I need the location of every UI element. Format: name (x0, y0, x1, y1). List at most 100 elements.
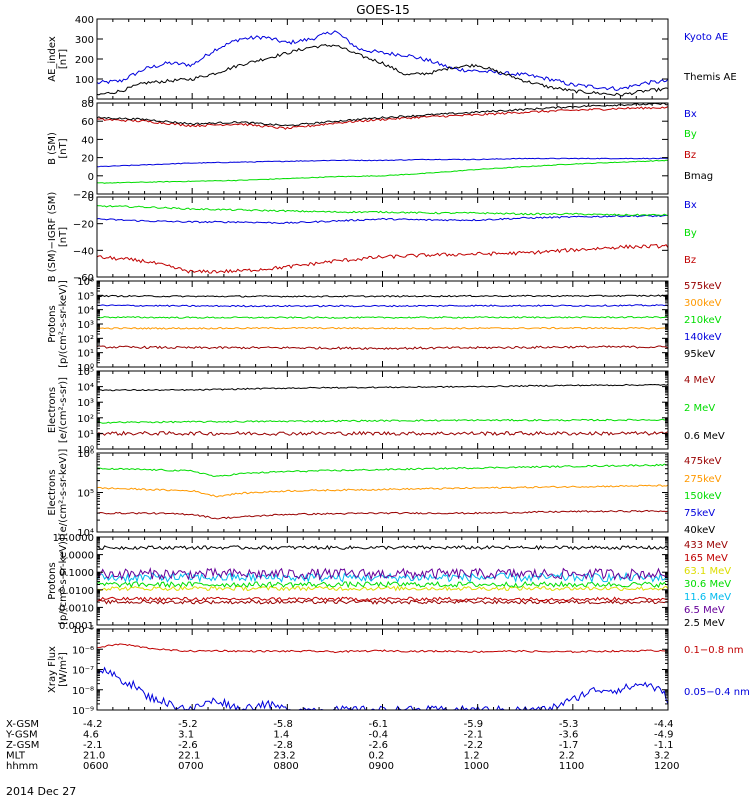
series-line-210kev (97, 315, 668, 319)
y-tick-label: 20 (81, 154, 94, 165)
ephemeris-value: -2.1 (464, 730, 484, 741)
ephemeris-value: -5.2 (178, 719, 198, 730)
series-line-bx (97, 214, 668, 225)
y-tick-label: 10⁶ (77, 277, 94, 288)
legend-entry: Themis AE (683, 72, 737, 83)
y-tick-label: 10⁻⁶ (72, 645, 94, 656)
ephemeris-value: 3.2 (654, 751, 670, 762)
ephemeris-value: -0.4 (369, 730, 389, 741)
series-line-140kev (97, 304, 668, 308)
ephemeris-value: 0.2 (369, 751, 385, 762)
panel-frame (96, 628, 669, 711)
y-axis-label: [nT] (58, 138, 69, 158)
series-line-themis-ae (97, 44, 668, 97)
y-tick-label: 10⁴ (77, 306, 94, 317)
legend-entry: By (684, 129, 697, 140)
legend-entry: 300keV (684, 298, 722, 309)
ephemeris-value: -2.6 (369, 740, 389, 751)
panel-1-series (97, 30, 668, 97)
y-axis-label: Xray Flux (47, 646, 58, 693)
panel-4: 10⁰ 10¹ 10² 10³ 10⁴ 10⁵ 10⁶ Protons [p/(cm²-s-sr… (47, 277, 722, 374)
legend-entry: 475keV (684, 456, 722, 467)
ephemeris-value: 1000 (464, 761, 489, 772)
series-line-by (97, 159, 668, 184)
y-tick-label: 0 (88, 172, 94, 183)
y-tick-label: 10⁴ (77, 383, 94, 394)
ephemeris-value: -6.1 (369, 719, 389, 730)
y-axis-label: B (SM)−IGRF (SM) (47, 192, 58, 283)
ephemeris-value: 1200 (654, 761, 679, 772)
ephemeris-row-label: Z-GSM (6, 740, 39, 751)
ephemeris-value: 0700 (178, 761, 203, 772)
series-line-30-6-mev (97, 580, 668, 589)
legend-entry: 0.1−0.8 nm (684, 645, 743, 656)
series-line-0-1-0-8-nm (97, 643, 668, 654)
legend-entry: 575keV (684, 281, 722, 292)
y-tick-label: −20 (73, 190, 94, 201)
legend-entry: By (684, 228, 697, 239)
ephemeris-value: -2.6 (178, 740, 198, 751)
legend-entry: 4 MeV (684, 375, 715, 386)
series-line-11-6-mev (97, 571, 668, 584)
series-line-kyoto-ae (97, 30, 668, 92)
legend-entry: 210keV (684, 315, 722, 326)
series-line-bz (97, 106, 668, 130)
y-tick-label: 0.0001 (59, 621, 94, 632)
ephemeris-value: 1.2 (464, 751, 480, 762)
y-tick-label: 10⁶ (77, 449, 94, 460)
ephemeris-value: -4.2 (83, 719, 103, 730)
y-tick-label: 0.0100 (59, 586, 94, 597)
legend-entry: 2 MeV (684, 403, 715, 414)
legend-entry: Bx (684, 200, 697, 211)
series-line-6-5-mev (97, 567, 668, 581)
legend-entry: Kyoto AE (684, 32, 728, 43)
y-tick-label: 10⁻⁸ (72, 686, 94, 697)
y-tick-label: 10⁻⁹ (72, 706, 94, 717)
date-label: 2014 Dec 27 (6, 785, 76, 798)
y-tick-label: 10³ (77, 320, 94, 331)
y-tick-label: 0 (88, 193, 94, 204)
legend-entry: 0.6 MeV (684, 431, 725, 442)
ephemeris-row-label: MLT (6, 751, 26, 762)
legend-entry: 11.6 MeV (684, 592, 731, 603)
panel-8: 10⁻⁹ 10⁻⁸ 10⁻⁷ 10⁻⁶ 10⁻⁵ Xray Flux [W/m²] 0.1−0… (47, 625, 750, 717)
legend-entry: 2.5 MeV (684, 618, 725, 629)
y-tick-label: −40 (73, 246, 94, 257)
series-line-0-05-0-4-nm (97, 666, 668, 710)
y-axis-label: Protons (47, 305, 58, 342)
series-line-300kev (97, 326, 668, 330)
ephemeris-value: 0800 (273, 761, 298, 772)
y-axis-label: Electrons (47, 469, 58, 515)
ephemeris-value: 22.1 (178, 751, 200, 762)
ephemeris-value: 4.6 (83, 730, 99, 741)
legend-entry: 165 MeV (684, 553, 728, 564)
ephemeris-value: -2.8 (273, 740, 293, 751)
y-tick-label: 10⁻⁷ (72, 666, 94, 677)
y-axis-label: B (SM) (47, 132, 58, 165)
ephemeris-value: -5.8 (273, 719, 293, 730)
y-tick-label: 0 (88, 95, 94, 106)
panel-1: 0 100 200 300 400 AE_index [nT] Kyoto AE Themis … (47, 15, 737, 106)
y-tick-label: 10⁵ (77, 367, 94, 378)
ephemeris-row-label: Y-GSM (5, 730, 38, 741)
ephemeris-value: -3.6 (559, 730, 579, 741)
ephemeris-row-label: X-GSM (6, 719, 39, 730)
legend-entry: 63.1 MeV (684, 566, 731, 577)
series-line-by (97, 205, 668, 217)
panel-7: 0.0001 0.0010 0.0100 0.1000 1.0000 10.0000 Pro… (47, 533, 731, 632)
ephemeris-value: -5.9 (464, 719, 484, 730)
y-axis-label: [e/(cm²-s-sr-keV)] (58, 449, 69, 537)
ephemeris-value: -2.1 (83, 740, 103, 751)
y-tick-label: 100 (75, 75, 94, 86)
y-axis-label: [nT] (58, 227, 69, 247)
ephemeris-value: 1100 (559, 761, 584, 772)
y-tick-label: 10⁰ (77, 363, 94, 374)
ephemeris-value: -4.4 (654, 719, 674, 730)
legend-entry: Bz (684, 150, 696, 161)
ephemeris-table: X-GSM -4.2 -5.2 -5.8 -6.1 -5.9 -5.3 -4.4 Y-GSM 4.… (5, 719, 679, 772)
ephemeris-value: -1.1 (654, 740, 674, 751)
ephemeris-value: 21.0 (83, 751, 105, 762)
